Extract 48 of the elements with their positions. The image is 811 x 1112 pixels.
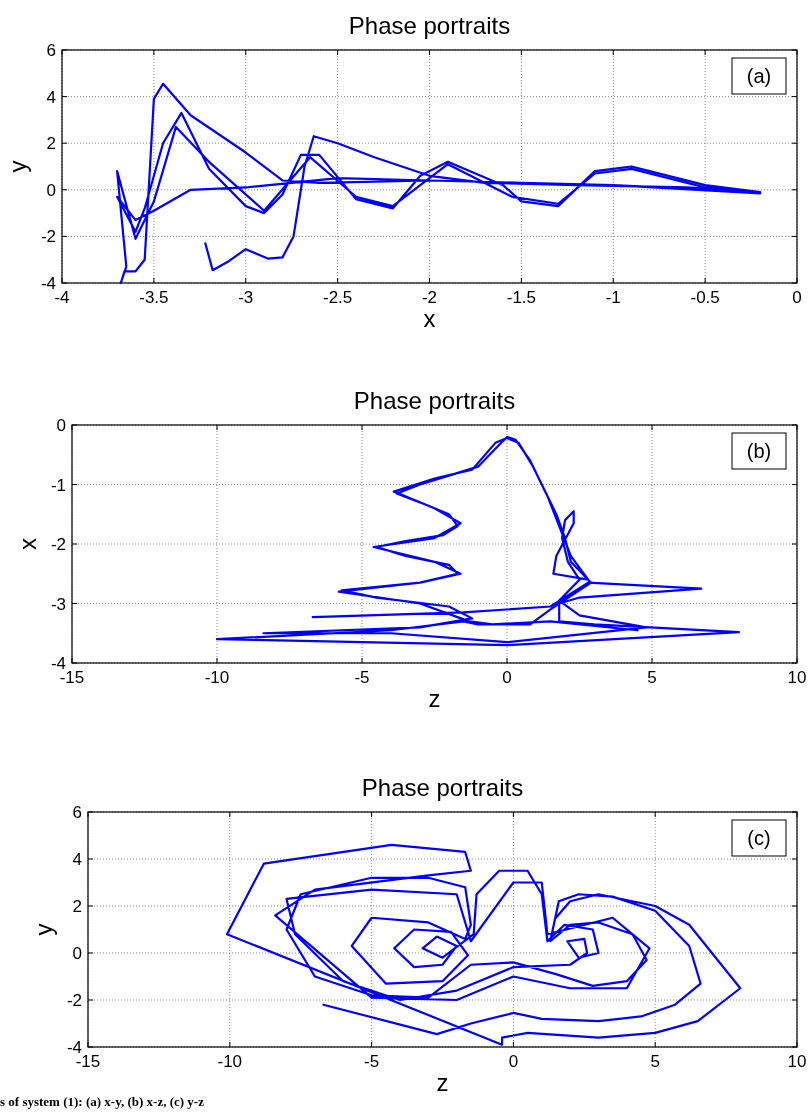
x-tick-label: -3: [238, 288, 254, 307]
x-tick-label: -10: [217, 1052, 243, 1071]
line-series: [225, 843, 742, 1046]
x-tick-label: 10: [787, 1052, 807, 1071]
y-tick-label: 6: [46, 41, 56, 60]
y-tick-label: 4: [72, 850, 82, 869]
x-tick-label: 0: [508, 1052, 519, 1071]
y-axis-title: y: [4, 160, 31, 173]
x-axis-title: z: [436, 1069, 449, 1096]
x-tick-label: 5: [650, 1052, 660, 1071]
line-series: [215, 435, 741, 647]
x-tick-label: -1: [605, 288, 621, 307]
y-tick-label: 0: [46, 180, 56, 200]
x-tick-label: -0.5: [690, 288, 720, 307]
annotation: (c): [747, 827, 771, 849]
x-tick-label: -2: [421, 288, 438, 307]
x-tick-label: 0: [792, 288, 802, 307]
y-tick-label: 4: [46, 87, 56, 107]
y-tick-label: 0: [72, 944, 82, 963]
y-tick-label: -4: [40, 274, 56, 293]
chart-title: Phase portraits: [353, 387, 516, 414]
x-tick-label: -5: [354, 668, 370, 687]
y-axis-title: x: [14, 538, 41, 550]
x-tick-label: -2.5: [322, 288, 353, 307]
chart-title: Phase portraits: [361, 774, 524, 801]
y-tick-label: -2: [40, 227, 56, 247]
y-tick-label: -3: [50, 594, 66, 614]
x-tick-label: -10: [204, 668, 230, 687]
chart-title: Phase portraits: [348, 12, 511, 39]
x-axis-title: x: [423, 305, 436, 332]
x-tick-label: 5: [647, 668, 657, 687]
y-tick-label: 0: [56, 416, 66, 435]
annotation: (a): [746, 65, 772, 87]
y-tick-label: -2: [66, 991, 82, 1010]
y-tick-label: 6: [72, 803, 82, 822]
x-tick-label: 10: [787, 668, 807, 687]
y-tick-label: 2: [72, 897, 82, 916]
x-tick-label: -1.5: [506, 288, 537, 307]
x-tick-label: 0: [502, 668, 512, 687]
text: s of system (1): (a) x-y, (b) x-z, (c) y-z: [0, 1094, 205, 1109]
annotation: (b): [746, 440, 772, 462]
x-axis-title: z: [428, 685, 441, 712]
y-tick-label: -2: [50, 535, 66, 554]
x-tick-label: -3.5: [139, 288, 169, 307]
y-tick-label: 2: [46, 134, 56, 154]
x-tick-label: -5: [364, 1052, 380, 1071]
y-tick-label: -1: [50, 475, 66, 495]
y-axis-title: y: [30, 923, 57, 936]
